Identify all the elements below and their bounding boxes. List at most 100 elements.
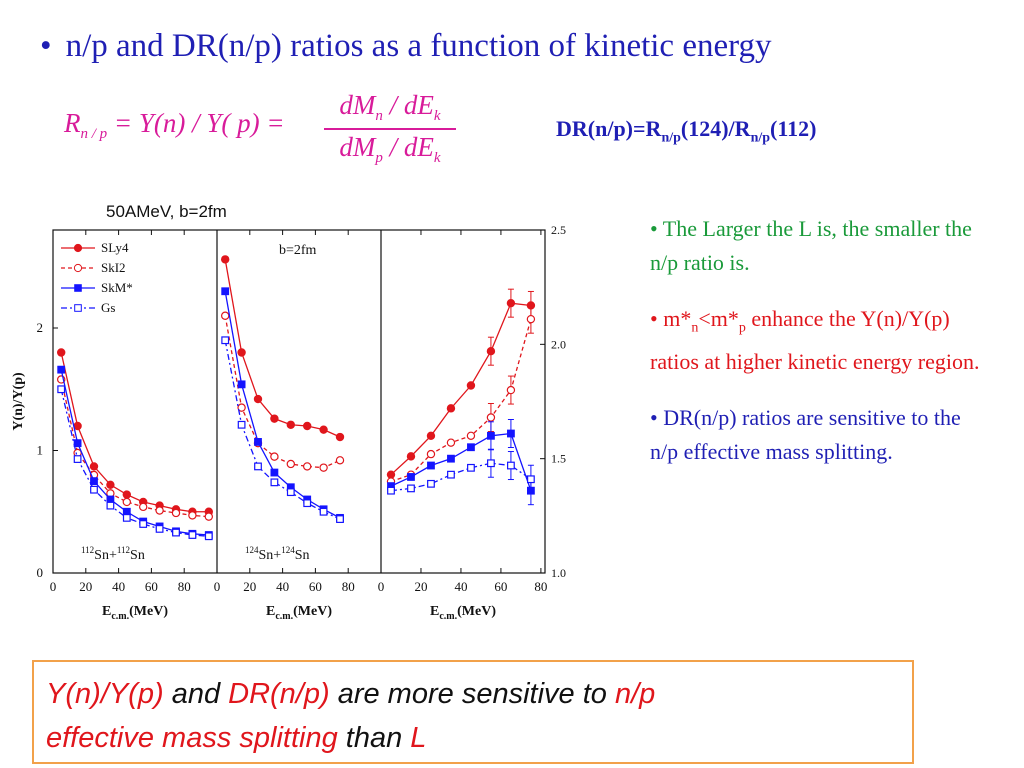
series-line-gs [60,389,209,537]
data-point [90,485,98,494]
eq-num-rest: / dE [382,90,434,120]
fraction-bar [324,128,456,130]
data-point [335,432,345,442]
y-tick-label-right: 1.0 [551,566,566,580]
eq-den-rest: / dE [382,132,434,162]
x-axis-label: Ec.m.(MeV) [430,604,496,622]
data-point [336,515,344,523]
figure-panels: 0 20 40 60 80 0 1 2 Y(n)/Y(p) Ec.m.(MeV) 112Sn+112… [11,223,566,622]
eq-num-k: k [433,108,441,124]
b2-c: enhance the Y(n)/Y(p) ratios at higher k… [650,306,980,375]
data-point [220,255,230,264]
eq-den-k: k [433,150,441,166]
data-point [270,414,279,423]
data-point [303,462,312,471]
data-point [155,525,164,533]
eq-num-dm: dM [339,90,376,120]
eq-rest: = Y(n) / Y( p) = [107,108,285,138]
slide-title: • n/p and DR(n/p) ratios as a function of… [40,28,772,65]
concl-mid: are more sensitive to [329,678,615,710]
legend-label: SLy4 [101,240,129,255]
concl-yn: Y(n)/Y(p) [46,678,164,710]
data-point [406,452,416,461]
data-point [139,520,148,528]
data-point [254,438,262,446]
concl-and: and [163,678,229,710]
data-point [507,461,515,470]
data-point [73,439,82,448]
reaction-label: 112Sn+112Sn [81,545,145,563]
data-point [319,463,328,472]
dr-sub2: n/p [750,130,771,146]
concl-than: than [337,722,411,754]
title-bullet: • [40,28,52,64]
equation-lhs: Rn / p = Y(n) / Y( p) = [64,108,285,143]
concl-dr: DR(n/p) [228,678,330,710]
data-point [506,385,516,395]
data-point [467,463,475,472]
x-axis-label: Ec.m.(MeV) [266,604,332,622]
series-line-sly4 [390,302,531,476]
data-point [73,421,82,431]
b2-sub1: n [691,320,699,336]
data-point [319,507,328,516]
data-point [427,461,435,470]
x-tick-label: 40 [276,579,289,594]
data-point [387,486,395,495]
data-point [467,443,475,452]
series-line-gs [224,340,341,520]
bullet-3: • DR(n/p) ratios are sensitive to the n/… [650,405,961,465]
data-point [319,425,328,434]
data-point [487,459,495,468]
data-point [73,455,82,463]
data-point [270,478,279,487]
dr-c: (112) [770,116,817,141]
data-point [486,413,496,422]
y-tick-label-right: 1.5 [551,452,566,466]
dr-a: DR(n/p)=R [556,116,662,141]
data-point [155,506,164,515]
x-tick-label: 40 [454,579,467,594]
data-point [253,394,263,404]
data-point [427,479,435,488]
x-tick-label: 80 [178,579,191,594]
data-point [486,346,496,356]
data-point [303,499,312,508]
y-tick-label-right: 2.0 [551,337,566,351]
data-point [122,497,132,507]
eq-R: R [64,108,81,138]
data-point [90,477,98,486]
series-line-sly4 [60,352,209,513]
data-point [506,298,516,308]
legend-label: SkI2 [101,260,126,275]
x-axis-label: Ec.m.(MeV) [102,604,168,622]
data-point [172,528,180,537]
data-point [335,456,345,465]
x-tick-label: 60 [494,579,507,594]
conclusion-box: Y(n)/Y(p) and DR(n/p) are more sensitive… [32,660,914,764]
data-point [106,480,115,489]
eq-numerator: dMn / dEk [324,90,456,125]
data-point [466,381,476,390]
dr-sub1: n/p [661,130,681,146]
eq-den-dm: dM [339,132,376,162]
legend-marker [74,304,82,312]
reaction-label: 124Sn+124Sn [245,545,309,563]
data-point [527,475,535,484]
data-point [446,404,456,413]
legend-label: Gs [101,300,115,315]
b2-a: • m* [650,306,692,331]
data-point [57,385,66,394]
data-point [122,513,131,522]
data-point [286,459,295,469]
y-tick-label: 2 [37,320,44,335]
x-tick-label: 60 [145,579,158,594]
data-point [286,488,295,497]
bullet-list: • The Larger the L is, the smaller the n… [650,212,990,491]
x-tick-label: 80 [342,579,355,594]
x-tick-label: 0 [50,579,57,594]
data-point [204,512,213,521]
series-line-ski2 [390,319,532,483]
x-tick-label: 80 [534,579,547,594]
data-point [426,449,436,459]
